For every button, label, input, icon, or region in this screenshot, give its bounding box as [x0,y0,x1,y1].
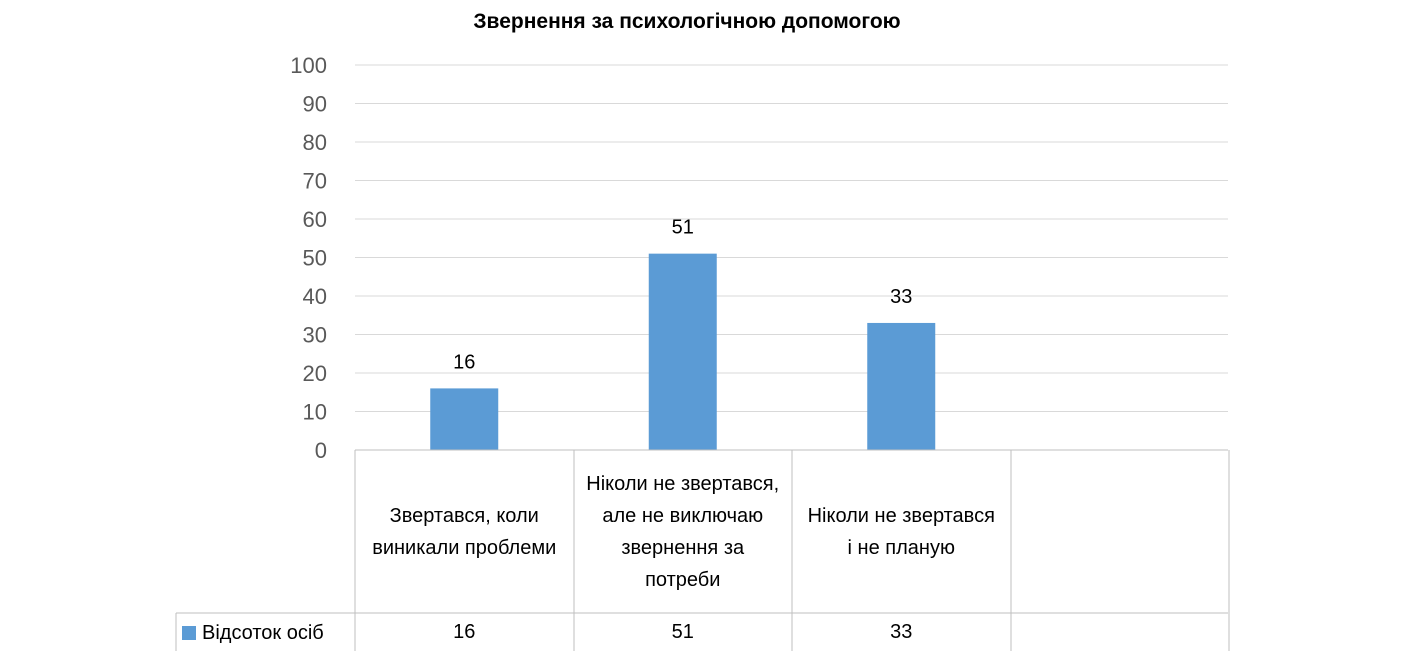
table-value-cell: 33 [890,620,913,643]
data-label: 16 [453,351,475,373]
table-value-cell: 16 [453,620,476,643]
table-value-cell: 51 [671,620,694,643]
data-label: 51 [672,217,694,239]
y-tick-label: 80 [303,130,327,155]
y-tick-label: 50 [303,246,327,271]
y-tick-label: 70 [303,169,327,194]
legend-swatch [182,626,196,640]
bar [430,388,499,450]
data-label: 33 [890,286,912,308]
legend-entry: Відсоток осіб [182,616,324,650]
legend-label: Відсоток осіб [202,621,324,644]
x-category-label: Ніколи не звертався, але не виключаю зве… [586,472,780,591]
bar [867,322,936,450]
y-tick-label: 60 [303,207,327,232]
chart-title: Звернення за психологічною допомогою [473,10,901,33]
y-tick-label: 10 [303,400,327,425]
y-tick-label: 40 [303,284,327,309]
y-tick-label: 0 [315,438,327,463]
y-tick-label: 20 [303,361,327,386]
bar [648,253,717,450]
y-tick-label: 30 [303,323,327,348]
x-category-label: Ніколи не звертався і не планую [807,504,995,559]
y-tick-label: 100 [290,53,327,78]
y-tick-label: 90 [303,92,327,117]
x-category-label: Звертався, коли виникали проблеми [372,504,557,559]
